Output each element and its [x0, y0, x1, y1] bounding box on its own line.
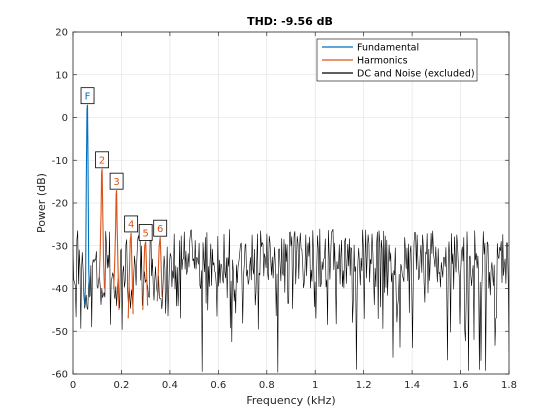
legend-label-noise: DC and Noise (excluded) [357, 69, 475, 80]
x-tick-label: 0.2 [113, 380, 129, 391]
series-line-harmonic [127, 232, 134, 319]
x-tick-label: 0.8 [259, 380, 275, 391]
legend: Fundamental Harmonics DC and Noise (excl… [316, 38, 478, 82]
harmonic-markers: F 23 45 6 [80, 87, 168, 241]
y-tick-label: -10 [52, 156, 68, 167]
marker-box [109, 172, 124, 190]
x-tick-label: 0.4 [162, 380, 178, 391]
marker-label: F [85, 91, 91, 102]
x-tick-label: 1.8 [501, 380, 517, 391]
series-line-harmonic [156, 237, 163, 302]
x-tick-label: 0.6 [210, 380, 226, 391]
marker-label: 6 [157, 224, 163, 235]
harmonic-marker: 5 [138, 224, 153, 241]
harmonic-marker: 3 [109, 172, 124, 190]
x-tick-label: 1 [312, 380, 318, 391]
series-layer [73, 104, 509, 373]
series-line-noise [73, 228, 509, 373]
series-line-fundamental [84, 104, 91, 306]
y-tick-label: -60 [52, 370, 68, 381]
x-axis: 0 0.2 0.4 0.6 0.8 1 1.2 1.4 1.6 1.8 [70, 32, 517, 391]
harmonic-marker: 2 [95, 151, 109, 169]
x-tick-label: 1.2 [356, 380, 372, 391]
marker-box [95, 151, 109, 169]
series-line-harmonic [113, 190, 120, 310]
legend-label-harmonics: Harmonics [357, 56, 408, 67]
marker-box [80, 87, 95, 105]
series-line-harmonic [142, 241, 149, 310]
chart-title: THD: -9.56 dB [247, 15, 333, 28]
x-tick-label: 1.4 [404, 380, 420, 391]
y-tick-label: 20 [55, 28, 68, 39]
y-axis: -60 -50 -40 -30 -20 -10 0 10 20 [52, 28, 509, 381]
marker-box [124, 215, 139, 233]
marker-label: 2 [99, 156, 105, 167]
y-tick-label: -30 [52, 241, 68, 252]
marker-label: 4 [128, 220, 134, 231]
y-tick-label: -40 [52, 284, 68, 295]
marker-box [153, 219, 168, 237]
y-tick-label: 10 [55, 70, 68, 81]
legend-label-fundamental: Fundamental [357, 43, 419, 54]
y-axis-label: Power (dB) [35, 173, 48, 233]
marker-box [138, 224, 153, 241]
x-tick-label: 1.6 [453, 380, 469, 391]
y-tick-label: -20 [52, 199, 68, 210]
x-tick-label: 0 [70, 380, 76, 391]
marker-label: 5 [142, 228, 148, 239]
marker-label: 3 [113, 177, 119, 188]
x-axis-label: Frequency (kHz) [246, 394, 335, 407]
series-line-harmonic [98, 168, 106, 289]
y-tick-label: 0 [62, 113, 68, 124]
y-tick-label: -50 [52, 327, 68, 338]
harmonic-marker: F [80, 87, 95, 105]
harmonic-marker: 6 [153, 219, 168, 237]
harmonic-marker: 4 [124, 215, 139, 233]
